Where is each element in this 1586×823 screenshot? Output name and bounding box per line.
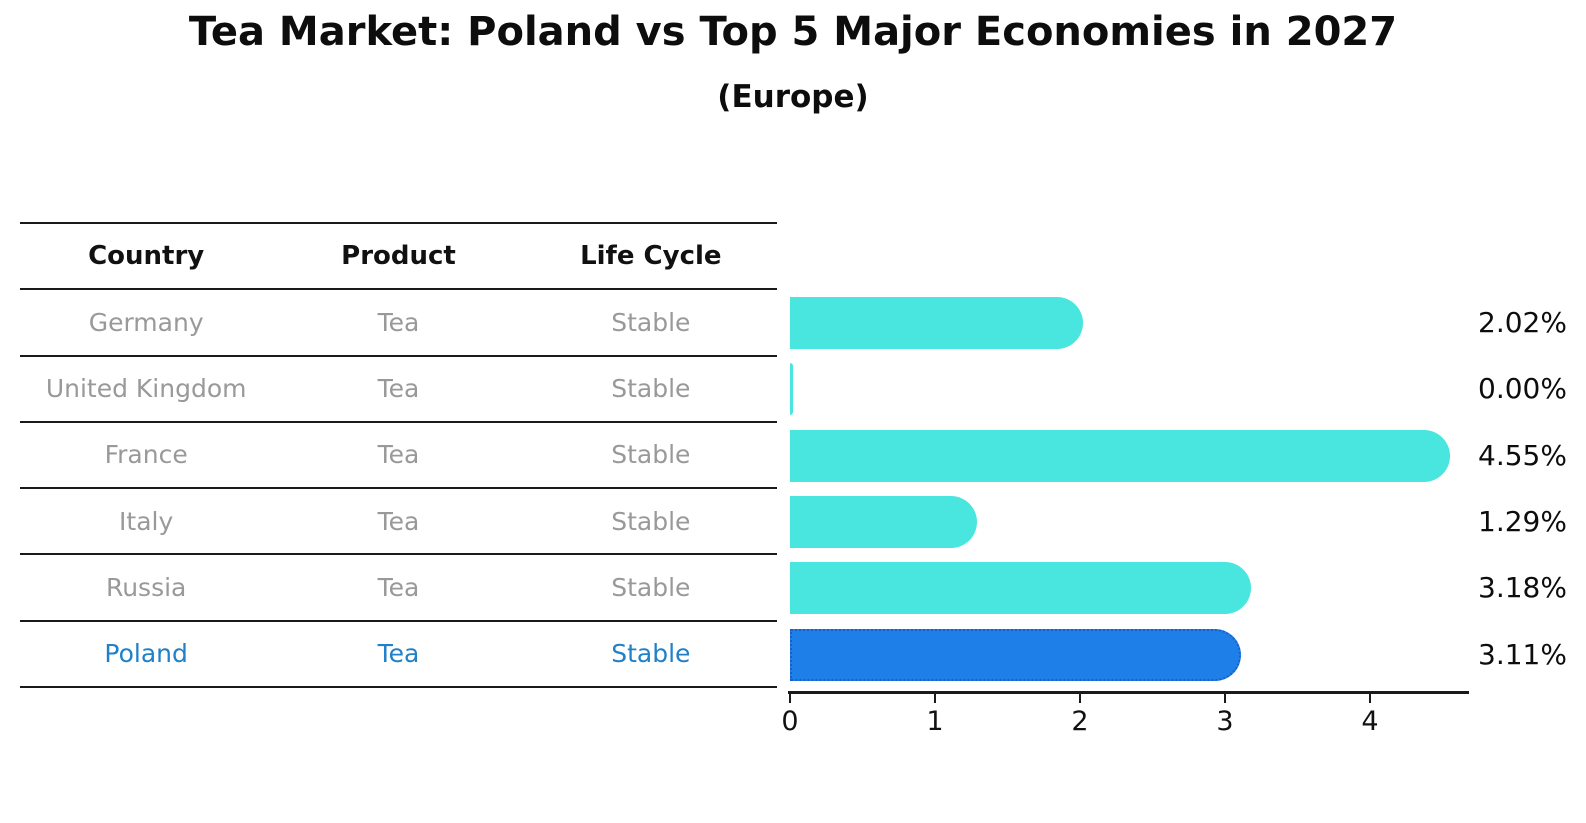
bar-poland (790, 628, 1241, 681)
bar-germany (790, 297, 1083, 350)
value-label-poland: 3.11% (1478, 637, 1567, 671)
chart-title: Tea Market: Poland vs Top 5 Major Econom… (188, 9, 1398, 55)
cell-country: Russia (105, 573, 187, 603)
value-label-italy: 1.29% (1478, 505, 1567, 539)
bar-united-kingdom (790, 363, 793, 416)
bar-russia (790, 562, 1252, 615)
bar-france (790, 429, 1450, 482)
cell-life-cycle: Stable (611, 374, 691, 404)
cell-product: Tea (377, 440, 420, 470)
cell-life-cycle: Stable (611, 440, 691, 470)
cell-life-cycle: Stable (611, 307, 691, 337)
col-header-life-cycle: Life Cycle (580, 241, 722, 272)
x-tick-mark-4 (1369, 694, 1371, 703)
x-tick-mark-3 (1224, 694, 1226, 703)
cell-country: France (104, 440, 188, 470)
x-tick-label-2: 2 (1071, 706, 1089, 737)
col-header-country: Country (88, 241, 205, 272)
x-tick-label-3: 3 (1216, 706, 1234, 737)
table-row-poland: Poland Tea Stable (20, 622, 777, 686)
cell-product: Tea (377, 374, 420, 404)
value-label-france: 4.55% (1478, 438, 1567, 472)
cell-product: Tea (377, 573, 420, 603)
table-row-france: France Tea Stable (20, 423, 777, 490)
cell-life-cycle: Stable (611, 639, 691, 669)
x-tick-label-1: 1 (926, 706, 944, 737)
x-tick-mark-2 (1079, 694, 1081, 703)
bar-italy (790, 496, 978, 549)
x-tick-label-0: 0 (781, 706, 799, 737)
table-header-row: Country Product Life Cycle (20, 224, 777, 291)
x-axis-line (788, 691, 1469, 694)
col-header-product: Product (341, 241, 456, 272)
cell-country: Poland (104, 639, 188, 669)
cell-product: Tea (377, 506, 420, 536)
x-tick-mark-0 (789, 694, 791, 703)
table-row-germany: Germany Tea Stable (20, 290, 777, 357)
value-label-united-kingdom: 0.00% (1478, 372, 1567, 406)
value-label-germany: 2.02% (1478, 306, 1567, 340)
cell-product: Tea (377, 307, 420, 337)
cell-life-cycle: Stable (611, 573, 691, 603)
x-tick-mark-1 (934, 694, 936, 703)
x-tick-label-4: 4 (1361, 706, 1379, 737)
table-row-russia: Russia Tea Stable (20, 555, 777, 622)
cell-country: United Kingdom (45, 374, 247, 404)
table-row-united-kingdom: United Kingdom Tea Stable (20, 357, 777, 423)
cell-country: Italy (119, 506, 174, 536)
table-row-italy: Italy Tea Stable (20, 489, 777, 556)
cell-country: Germany (88, 307, 204, 337)
country-table: Country Product Life Cycle Germany Tea Sta… (20, 222, 777, 688)
value-label-russia: 3.18% (1478, 571, 1567, 605)
cell-product: Tea (377, 639, 420, 669)
cell-life-cycle: Stable (611, 506, 691, 536)
chart-subtitle: (Europe) (717, 79, 869, 115)
